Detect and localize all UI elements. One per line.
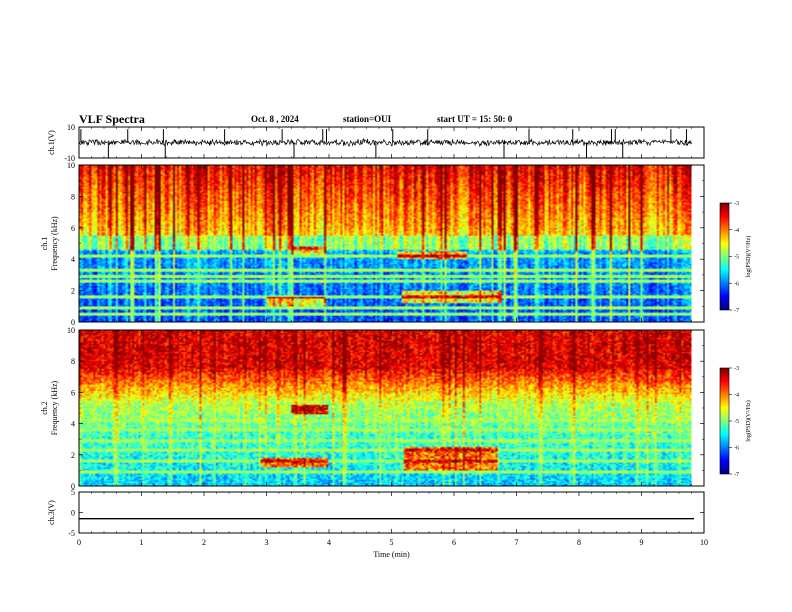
x-tick-label: 9: [640, 538, 644, 547]
colorbar-tick-label: -5: [734, 419, 739, 425]
start-ut-label: start UT = 15: 50: 0: [437, 114, 513, 124]
y-tick-label: 8: [71, 192, 75, 201]
y-tick-label: 5: [71, 488, 75, 497]
station-label: station=OUI: [343, 114, 392, 124]
y-tick-label: 8: [71, 357, 75, 366]
x-tick-label: 7: [515, 538, 519, 547]
y-tick-label: 2: [71, 451, 75, 460]
y-axis-label-3: ch.3(V): [47, 500, 56, 525]
y-tick-label: 0: [71, 509, 75, 518]
spectrogram-image-ch1: [79, 165, 692, 322]
y-tick-label: 0: [71, 482, 75, 491]
y-tick-label: 4: [71, 255, 75, 264]
y-tick-label: -10: [64, 154, 75, 163]
colorbar-tick-label: -6: [734, 281, 739, 287]
x-tick-label: 8: [577, 538, 581, 547]
colorbar-tick-label: -4: [734, 393, 739, 399]
x-tick-label: 3: [265, 538, 269, 547]
y-tick-label: 2: [71, 287, 75, 296]
y-tick-label: 10: [67, 161, 75, 170]
panel-frame-3: [78, 491, 705, 534]
y-axis-label-1: ch.1: [40, 237, 49, 251]
y-tick-label: 6: [71, 388, 75, 397]
x-axis-label: Time (min): [373, 550, 410, 559]
y-axis-label2-1: Frequency (kHz): [50, 216, 59, 271]
colorbar-label: log(PSD)(V²/Hz): [745, 236, 752, 277]
spectrogram-image-ch2: [79, 330, 692, 486]
colorbar-tick-label: -5: [734, 255, 739, 261]
date-label: Oct. 8 , 2024: [251, 114, 299, 124]
colorbar-tick-label: -7: [734, 308, 739, 314]
x-tick-label: 4: [327, 538, 331, 547]
colorbar-tick-label: -3: [734, 366, 739, 372]
y-tick-label: 4: [71, 420, 75, 429]
y-axis-label-0: ch.1(V): [47, 130, 56, 155]
y-tick-label: -5: [68, 529, 75, 538]
y-tick-label: 10: [67, 123, 75, 132]
colorbar-tick-label: -6: [734, 446, 739, 452]
x-tick-label: 6: [452, 538, 456, 547]
y-tick-label: 10: [67, 326, 75, 335]
colorbar-tick-label: -7: [734, 472, 739, 478]
x-tick-label: 10: [700, 538, 708, 547]
colorbar-tick-label: -3: [734, 201, 739, 207]
x-tick-label: 5: [390, 538, 394, 547]
x-tick-label: 0: [77, 538, 81, 547]
x-tick-label: 1: [140, 538, 144, 547]
y-axis-label2-2: Frequency (kHz): [50, 380, 59, 435]
ch1-trace: [78, 137, 692, 148]
colorbar-1: [720, 203, 729, 310]
colorbar-tick-label: -4: [734, 228, 739, 234]
y-tick-label: 6: [71, 224, 75, 233]
x-tick-label: 2: [202, 538, 206, 547]
figure-title: VLF Spectra: [79, 112, 145, 126]
colorbar-2: [720, 368, 729, 474]
y-tick-label: 0: [71, 318, 75, 327]
y-axis-label-2: ch.2: [40, 401, 49, 415]
colorbar-label: log(PSD)(V²/Hz): [745, 400, 752, 441]
